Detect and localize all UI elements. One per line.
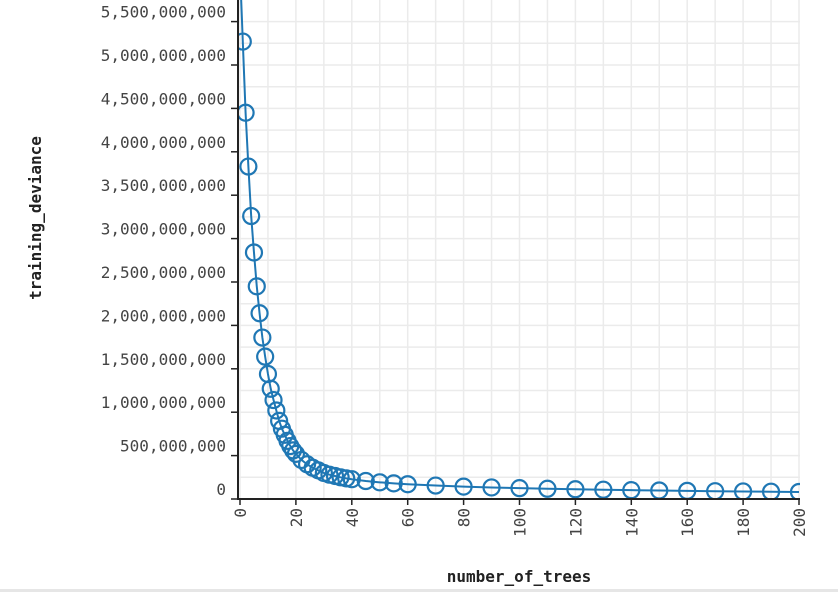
y-tick-label: 1,500,000,000 <box>101 350 226 369</box>
data-point <box>566 480 585 499</box>
data-point <box>356 471 375 491</box>
data-point <box>482 478 501 497</box>
data-point <box>761 482 781 499</box>
data-point <box>244 243 264 262</box>
data-point <box>454 477 473 496</box>
data-point <box>261 379 280 398</box>
tick-labels: 0 500,000,000 1,000,000,000 1,500,000,000 2,… <box>101 3 809 537</box>
data-point <box>384 474 403 493</box>
data-point <box>267 401 286 420</box>
data-point <box>426 476 445 495</box>
data-point <box>264 390 283 410</box>
data-point <box>734 482 753 499</box>
data-point <box>286 444 305 463</box>
data-point <box>253 328 272 347</box>
x-tick-label: 80 <box>455 508 474 527</box>
series-layer <box>238 0 800 499</box>
data-point <box>342 470 361 489</box>
data-point <box>538 479 557 498</box>
x-axis-title: number_of_trees <box>447 567 592 586</box>
data-point <box>239 157 258 176</box>
y-tick-label: 4,500,000,000 <box>101 89 226 108</box>
data-point <box>789 482 800 499</box>
data-point <box>594 480 613 499</box>
data-point <box>247 277 266 296</box>
y-tick-label: 0 <box>216 480 226 499</box>
y-tick-label: 2,000,000,000 <box>101 306 226 325</box>
x-tick-label: 180 <box>734 508 753 537</box>
y-axis-title: training_deviance <box>26 136 45 300</box>
y-tick-label: 5,000,000,000 <box>101 46 226 65</box>
y-tick-label: 2,500,000,000 <box>101 263 226 282</box>
y-tick-label: 5,500,000,000 <box>101 3 226 22</box>
y-tick-label: 500,000,000 <box>120 437 226 456</box>
x-tick-label: 160 <box>678 508 697 537</box>
x-tick-label: 100 <box>511 508 530 537</box>
y-tick-label: 1,000,000,000 <box>101 393 226 412</box>
x-tick-label: 40 <box>343 508 362 527</box>
data-point <box>238 103 255 122</box>
data-point <box>238 32 252 51</box>
data-point <box>250 304 269 323</box>
y-tick-label: 3,000,000,000 <box>101 220 226 239</box>
x-tick-label: 20 <box>287 508 306 527</box>
data-point <box>510 479 529 498</box>
data-point <box>398 475 417 494</box>
x-tick-label: 0 <box>231 508 250 518</box>
data-point <box>242 206 261 226</box>
x-tick-label: 200 <box>790 508 809 537</box>
x-tick-label: 60 <box>399 508 418 527</box>
series-line <box>240 0 800 493</box>
y-tick-label: 4,000,000,000 <box>101 133 226 152</box>
data-point <box>706 482 725 499</box>
grid-lines <box>238 0 800 500</box>
x-tick-label: 140 <box>622 508 641 537</box>
x-tick-label: 120 <box>566 508 585 537</box>
y-tick-label: 3,500,000,000 <box>101 176 226 195</box>
data-point <box>256 347 275 366</box>
data-point <box>370 473 389 492</box>
bottom-divider <box>0 589 838 592</box>
axes <box>231 0 800 505</box>
